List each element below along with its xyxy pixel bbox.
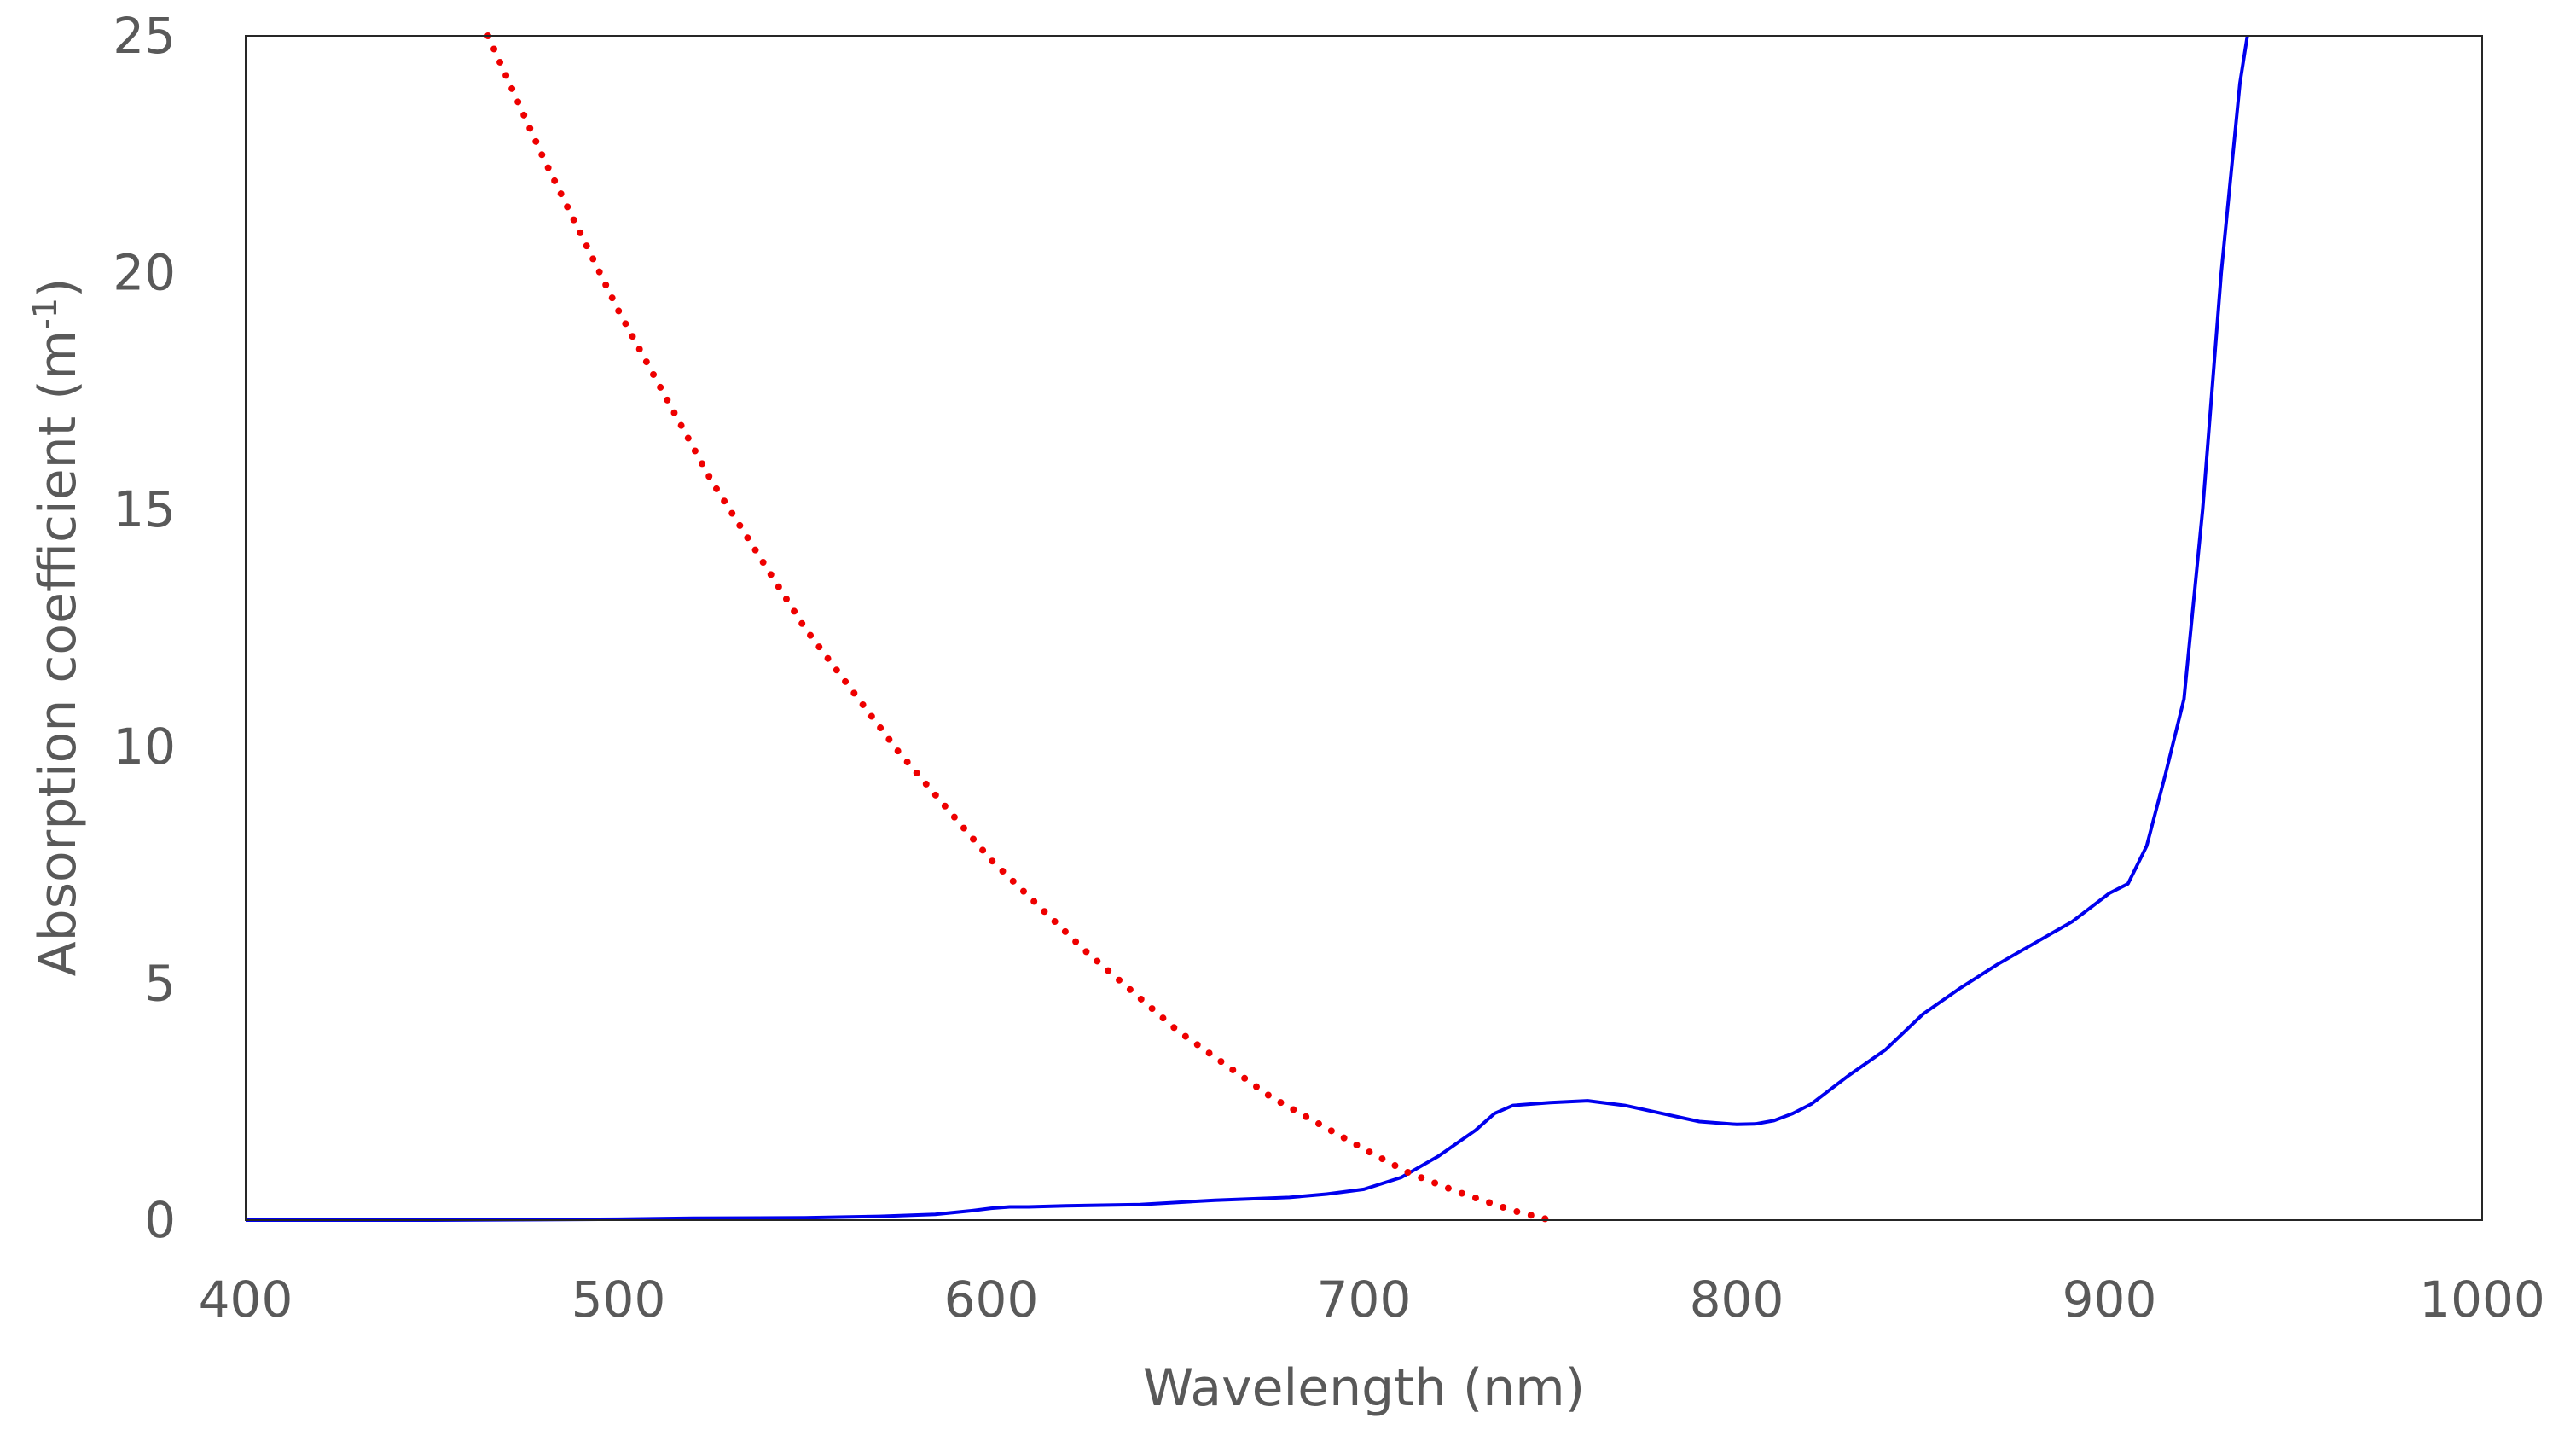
y-tick-label: 15 [113,480,176,538]
series-red-dotted-line [484,32,1554,1224]
x-tick-label: 600 [944,1270,1039,1328]
x-tick-label: 800 [1690,1270,1784,1328]
y-axis-title: Absorption coefficient (m-1) [26,278,88,977]
plot-area-frame [245,35,2483,1221]
x-tick-label: 700 [1317,1270,1412,1328]
y-tick-label: 0 [144,1191,176,1249]
y-axis-title-superscript: -1 [26,298,64,330]
x-tick-label: 1000 [2419,1270,2545,1328]
y-axis-title-close: ) [28,278,88,298]
y-axis-title-main: Absorption coefficient (m [28,330,88,977]
x-tick-label: 900 [2063,1270,2157,1328]
y-tick-label: 25 [113,7,176,65]
y-axis-ticks: 0 5 10 15 20 25 [113,7,176,1249]
y-tick-label: 20 [113,244,176,302]
x-tick-label: 500 [571,1270,666,1328]
x-axis-title: Wavelength (nm) [1143,1358,1585,1418]
x-tick-label: 400 [199,1270,293,1328]
y-tick-label: 5 [144,954,176,1012]
curves-layer [246,32,2249,1224]
x-axis-ticks: 400 500 600 700 800 900 1000 [199,1270,2545,1328]
series-blue-solid-line [246,35,2249,1222]
y-tick-label: 10 [113,718,176,776]
